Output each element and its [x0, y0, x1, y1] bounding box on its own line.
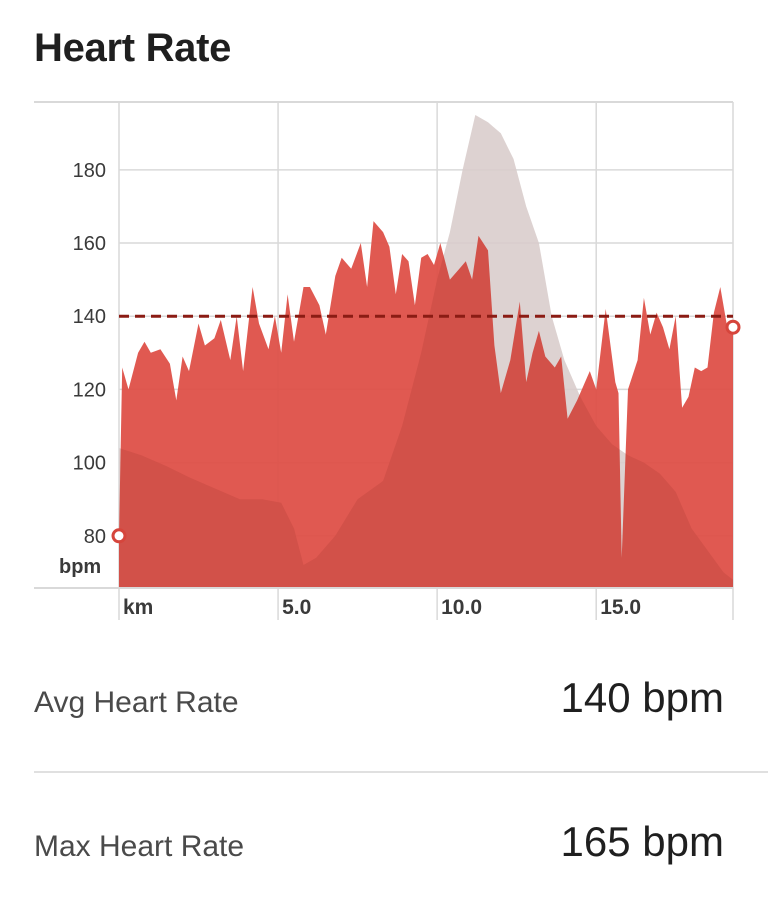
avg-heart-rate-row: Avg Heart Rate 140 bpm: [34, 674, 724, 734]
y-axis-ticks: 80 100 120 140 160 180: [73, 160, 106, 548]
y-tick-label: 160: [73, 233, 106, 255]
elevation-overlay: [119, 115, 733, 587]
heart-rate-chart: 80 100 120 140 160 180 bpm 5.0 10.0 15.0 km: [34, 101, 741, 620]
x-tick-label: 10.0: [441, 596, 482, 619]
x-tick-label: 5.0: [282, 596, 311, 619]
page-title: Heart Rate: [34, 26, 232, 70]
heart-rate-area: [119, 221, 733, 587]
y-tick-label: 180: [73, 160, 106, 182]
x-unit-label: km: [123, 596, 153, 619]
y-tick-label: 100: [73, 453, 106, 475]
stats-divider: [34, 771, 768, 773]
max-heart-rate-row: Max Heart Rate 165 bpm: [34, 818, 724, 878]
y-tick-label: 140: [73, 306, 106, 328]
max-heart-rate-value: 165 bpm: [560, 818, 724, 865]
y-tick-label: 80: [84, 526, 106, 548]
start-point-marker: [111, 528, 127, 544]
y-unit-label: bpm: [59, 556, 101, 578]
x-tick-label: 15.0: [600, 596, 641, 619]
avg-heart-rate-label: Avg Heart Rate: [34, 686, 239, 719]
x-axis-ticks: 5.0 10.0 15.0: [282, 596, 641, 619]
end-point-marker: [725, 319, 741, 335]
y-tick-label: 120: [73, 379, 106, 401]
avg-heart-rate-value: 140 bpm: [560, 674, 724, 721]
max-heart-rate-label: Max Heart Rate: [34, 830, 245, 863]
